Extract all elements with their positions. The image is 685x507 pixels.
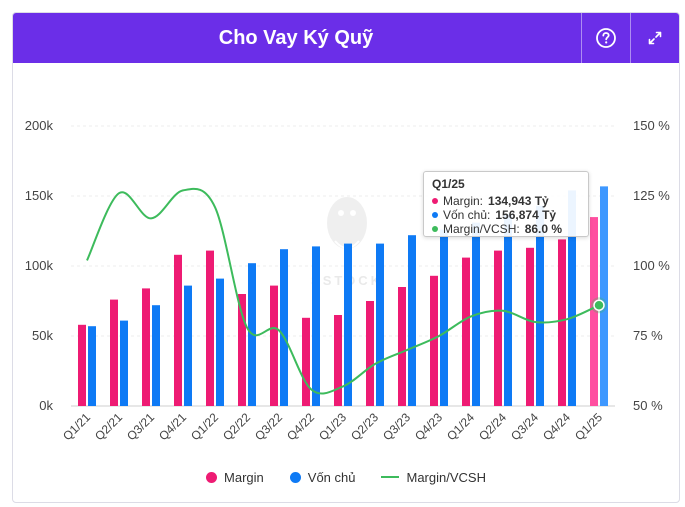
y-right-tick-label: 150 %: [633, 118, 670, 133]
equity-bar: [600, 186, 608, 406]
question-circle-icon: [596, 28, 616, 48]
margin-bar: [110, 299, 118, 406]
margin-bar: [558, 239, 566, 406]
equity-bar: [280, 249, 288, 406]
equity-bar: [408, 235, 416, 406]
x-tick-label: Q4/24: [540, 410, 573, 443]
tooltip-value: 86.0 %: [524, 222, 563, 236]
y-right-tick-label: 100 %: [633, 258, 670, 273]
y-right-tick-label: 125 %: [633, 188, 670, 203]
y-left-tick-label: 50k: [32, 328, 53, 343]
legend-label: Margin/VCSH: [406, 469, 486, 485]
chart-tooltip: Q1/25 Margin: 134,943 Tỷ Vốn chủ: 156,87…: [423, 171, 589, 237]
y-left-tick-label: 150k: [25, 188, 54, 203]
legend-item-equity[interactable]: Vốn chủ: [289, 469, 356, 485]
card-title: Cho Vay Ký Quỹ: [218, 27, 374, 49]
ratio-dot-icon: [432, 226, 438, 232]
legend-ratio-line-icon: [381, 476, 400, 478]
watermark-logo: [327, 197, 367, 249]
tooltip-value: 156,874 Tỷ: [495, 208, 557, 222]
margin-bar: [590, 217, 598, 406]
equity-bar: [440, 229, 448, 406]
chart-card: Cho Vay Ký Quỹ SSTOCK 0k50k100k150k200k …: [12, 12, 680, 503]
x-tick-label: Q1/23: [316, 410, 349, 443]
equity-bar: [216, 278, 224, 406]
margin-bar: [142, 288, 150, 406]
equity-bar: [312, 246, 320, 406]
equity-bar: [88, 326, 96, 406]
legend-equity-dot-icon: [289, 471, 301, 483]
margin-bar: [270, 285, 278, 406]
equity-bar: [152, 305, 160, 406]
ratio-line: [86, 187, 600, 395]
equity-dot-icon: [432, 212, 438, 218]
equity-bar: [568, 190, 576, 406]
x-tick-label: Q2/21: [92, 410, 125, 443]
margin-bar: [430, 275, 438, 406]
equity-bar: [184, 285, 192, 406]
x-tick-label: Q3/23: [380, 410, 413, 443]
tooltip-label: Margin/VCSH:: [443, 222, 520, 236]
legend-label: Margin: [224, 469, 264, 485]
help-button[interactable]: [581, 13, 630, 63]
margin-bar: [366, 301, 374, 406]
tooltip-label: Vốn chủ:: [443, 208, 491, 222]
equity-bar: [536, 205, 544, 406]
x-tick-label: Q1/24: [444, 410, 477, 443]
x-tick-label: Q2/22: [220, 410, 253, 443]
tooltip-value: 134,943 Tỷ: [488, 194, 549, 208]
legend-item-margin[interactable]: Margin: [206, 470, 264, 485]
margin-bar: [238, 294, 246, 406]
x-tick-label: Q4/22: [284, 410, 317, 443]
margin-bar: [526, 247, 534, 406]
margin-dot-icon: [432, 198, 438, 204]
x-tick-label: Q4/21: [156, 410, 189, 443]
margin-bar: [78, 324, 86, 406]
x-tick-label: Q3/22: [252, 410, 285, 443]
tooltip-row-margin: Margin: 134,943 Tỷ: [432, 194, 580, 208]
margin-bar: [462, 257, 470, 406]
x-tick-label: Q4/23: [412, 410, 445, 443]
margin-bar: [398, 287, 406, 406]
ratio-point: [593, 299, 605, 311]
x-tick-label: Q3/21: [124, 410, 157, 443]
y-right-tick-label: 75 %: [633, 328, 663, 343]
x-tick-label: Q1/22: [188, 410, 221, 443]
expand-icon: [648, 31, 662, 45]
margin-bar: [302, 317, 310, 406]
margin-bar: [174, 254, 182, 406]
expand-button[interactable]: [630, 13, 679, 63]
margin-bar: [494, 250, 502, 406]
equity-bar: [376, 243, 384, 406]
tooltip-row-equity: Vốn chủ: 156,874 Tỷ: [432, 208, 580, 222]
y-left-tick-label: 100k: [25, 258, 54, 273]
x-tick-label: Q1/21: [60, 410, 93, 443]
y-right-tick-label: 50 %: [633, 398, 663, 413]
chart-legend: Margin Vốn chủ Margin/VCSH: [13, 467, 679, 487]
x-tick-label: Q2/24: [476, 410, 509, 443]
legend-item-ratio[interactable]: Margin/VCSH: [381, 469, 486, 485]
equity-bar: [344, 243, 352, 406]
tooltip-title: Q1/25: [432, 177, 465, 191]
margin-bar: [206, 250, 214, 406]
legend-label: Vốn chủ: [307, 469, 356, 485]
tooltip-label: Margin:: [443, 194, 484, 208]
tooltip-row-ratio: Margin/VCSH: 86.0 %: [432, 222, 580, 236]
legend-margin-dot-icon: [206, 471, 218, 483]
equity-bar: [120, 320, 128, 406]
x-tick-label: Q3/24: [508, 410, 541, 443]
y-left-tick-label: 200k: [25, 118, 54, 133]
x-tick-label: Q2/23: [348, 410, 381, 443]
margin-bar: [334, 315, 342, 406]
y-left-tick-label: 0k: [39, 398, 53, 413]
x-tick-label: Q1/25: [572, 410, 605, 443]
equity-bar: [504, 214, 512, 406]
card-header: Cho Vay Ký Quỹ: [13, 13, 679, 63]
